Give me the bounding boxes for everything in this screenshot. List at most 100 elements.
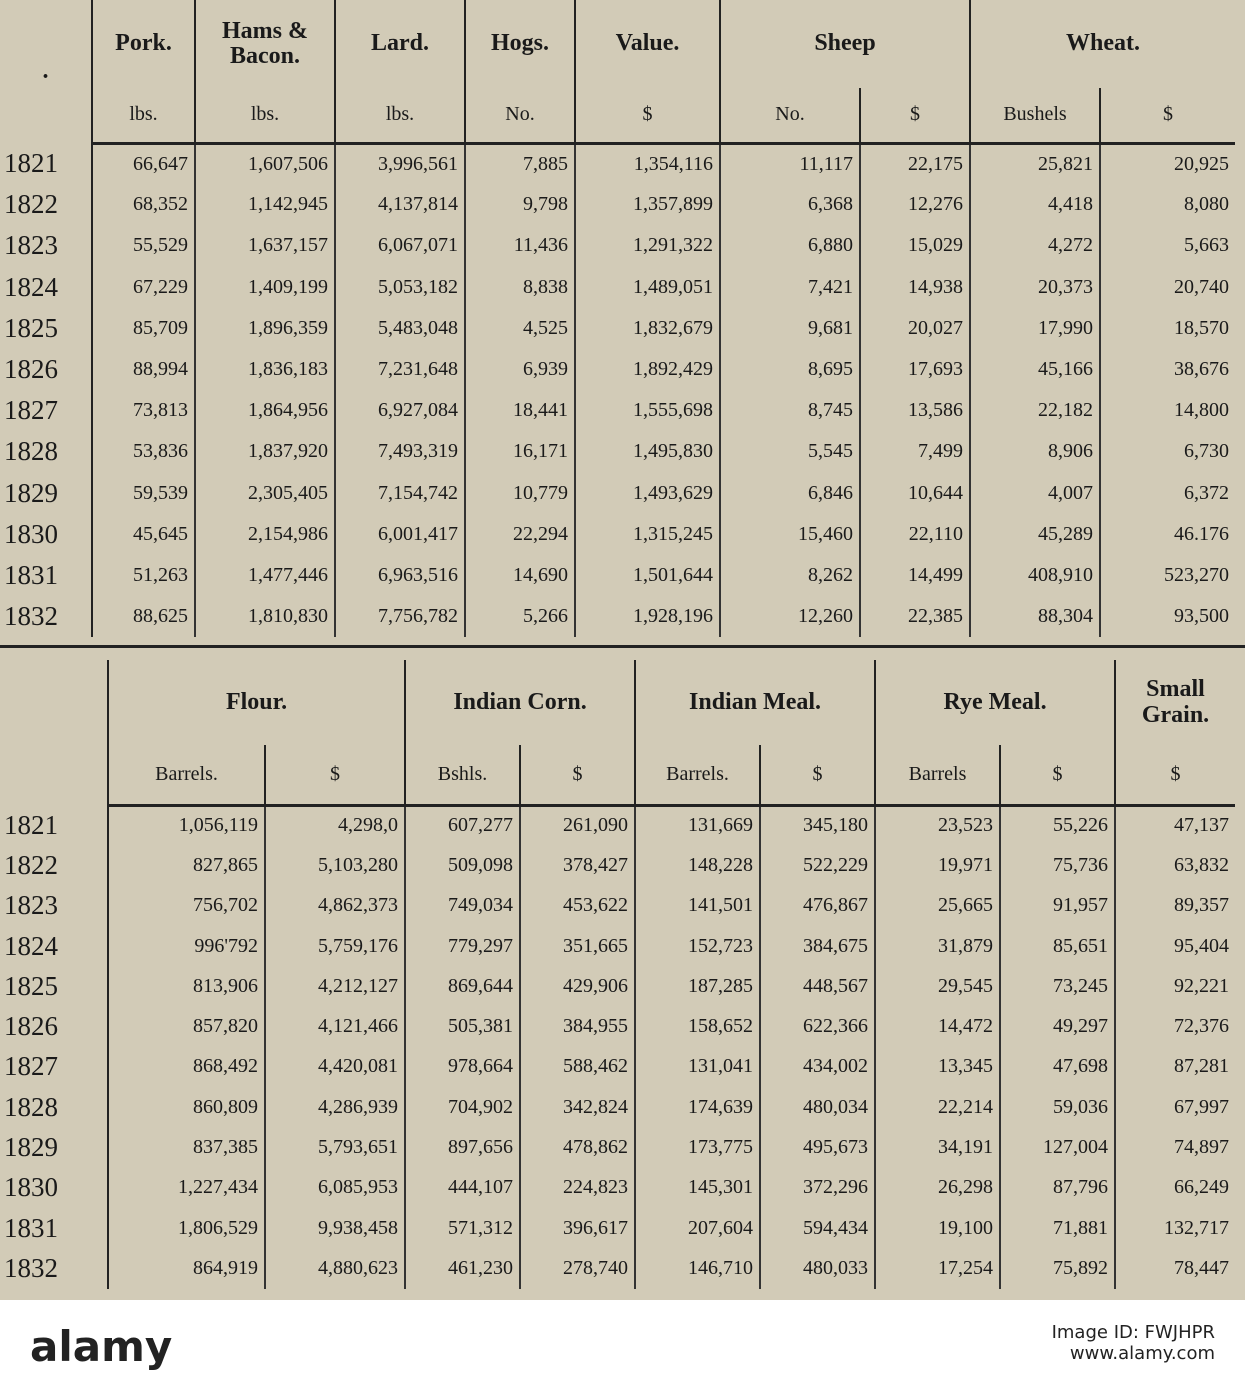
bottom-table-sheet: Flour. Indian Corn. Indian Meal. Rye Meal. S… [0,648,1245,1300]
cell: 588,462 [518,1046,636,1088]
cell: 5,483,048 [334,307,465,349]
unit-header: $ [518,745,636,807]
cell: 187,285 [634,966,761,1007]
table: . Pork. Hams & Bacon. Lard. Hogs. Value. Sheep… [0,0,1236,638]
group-header: Value. [574,0,720,88]
group-header: Sheep [718,0,971,88]
cell: 622,366 [759,1006,876,1047]
cell: 3,996,561 [334,143,465,185]
cell: 91,957 [999,885,1116,926]
cell: 9,938,458 [264,1207,405,1249]
cell: 372,296 [759,1167,876,1208]
year: 1827 [0,390,93,432]
cell: 4,418 [969,184,1101,226]
unit-header: $ [759,745,876,807]
cell: 505,381 [404,1006,520,1047]
cell: 7,885 [464,143,575,185]
group-header: Indian Corn. [403,660,636,745]
cell: 26,298 [874,1167,1001,1208]
data-row: 1826 857,820 4,121,466 505,381 384,955 158,65… [0,1006,1236,1047]
cell: 66,647 [91,143,195,185]
cell: 351,665 [518,925,636,967]
cell: 20,740 [1099,266,1236,308]
cell: 1,291,322 [574,225,720,267]
cell: 14,800 [1099,390,1236,432]
cell: 5,053,182 [334,266,465,308]
cell: 476,867 [759,885,876,926]
cell: 14,690 [464,554,575,597]
unit-header: $ [264,745,405,807]
unit-header: Bshls. [404,745,520,807]
year: 1832 [0,1248,109,1289]
watermark-bar: alamy Image ID: FWJHPR www.alamy.com [0,1300,1245,1390]
cell: 342,824 [518,1087,636,1128]
cell: 1,810,830 [194,596,335,638]
cell: 174,639 [634,1087,761,1128]
cell: 55,529 [91,225,195,267]
data-row: 1821 66,647 1,607,506 3,996,561 7,885 1,354,1… [0,143,1236,185]
cell: 5,793,651 [264,1127,405,1168]
cell: 1,315,245 [574,513,720,555]
cell: 756,702 [107,885,265,926]
cell: 23,523 [874,805,1001,846]
cell: 1,409,199 [194,266,335,308]
table: Flour. Indian Corn. Indian Meal. Rye Meal. S… [0,660,1236,1289]
cell: 22,110 [858,513,971,555]
cell: 47,137 [1114,805,1236,846]
year: 1830 [0,1167,109,1208]
cell: 261,090 [518,805,636,846]
cell: 173,775 [634,1127,761,1168]
cell: 38,676 [1099,348,1236,391]
header-row: . Pork. Hams & Bacon. Lard. Hogs. Value. Sheep… [0,0,1236,88]
cell: 1,837,920 [194,431,335,473]
year: 1825 [0,966,109,1007]
cell: 5,103,280 [264,845,405,886]
data-row: 1828 53,836 1,837,920 7,493,319 16,171 1,495,… [0,431,1236,473]
cell: 480,034 [759,1087,876,1128]
unit-header: $ [858,88,971,145]
cell: 17,254 [874,1248,1001,1289]
cell: 19,971 [874,845,1001,886]
unit-header: Bushels [969,88,1101,145]
cell: 7,493,319 [334,431,465,473]
data-row: 1828 860,809 4,286,939 704,902 342,824 174,63… [0,1087,1236,1128]
cell: 384,955 [518,1006,636,1047]
cell: 1,354,116 [574,143,720,185]
cell: 78,447 [1114,1248,1236,1289]
cell: 29,545 [874,966,1001,1007]
cell: 345,180 [759,805,876,846]
cell: 779,297 [404,925,520,967]
cell: 20,925 [1099,143,1236,185]
unit-header: $ [1099,88,1236,145]
cell: 6,939 [464,348,575,391]
cell: 63,832 [1114,845,1236,886]
cell: 8,745 [719,390,860,432]
cell: 607,277 [404,805,520,846]
cell: 1,227,434 [107,1167,265,1208]
cell: 87,796 [999,1167,1116,1208]
cell: 22,182 [969,390,1101,432]
cell: 18,441 [464,390,575,432]
cell: 25,821 [969,143,1101,185]
data-row: 1831 1,806,529 9,938,458 571,312 396,617 207,… [0,1207,1236,1249]
cell: 22,385 [858,596,971,638]
cell: 158,652 [634,1006,761,1047]
unit-header: lbs. [334,88,465,145]
data-row: 1823 55,529 1,637,157 6,067,071 11,436 1,291,… [0,225,1236,267]
cell: 408,910 [969,554,1101,597]
group-header: Hogs. [464,0,575,88]
unit-header: $ [574,88,720,145]
cell: 897,656 [404,1127,520,1168]
cell: 4,272 [969,225,1101,267]
cell: 59,539 [91,472,195,514]
cell: 15,029 [858,225,971,267]
year: 1823 [0,225,93,267]
cell: 4,420,081 [264,1046,405,1088]
year: 1824 [0,925,109,967]
cell: 45,645 [91,513,195,555]
cell: 66,249 [1114,1167,1236,1208]
cell: 5,545 [719,431,860,473]
cell: 5,663 [1099,225,1236,267]
year: 1821 [0,805,109,846]
